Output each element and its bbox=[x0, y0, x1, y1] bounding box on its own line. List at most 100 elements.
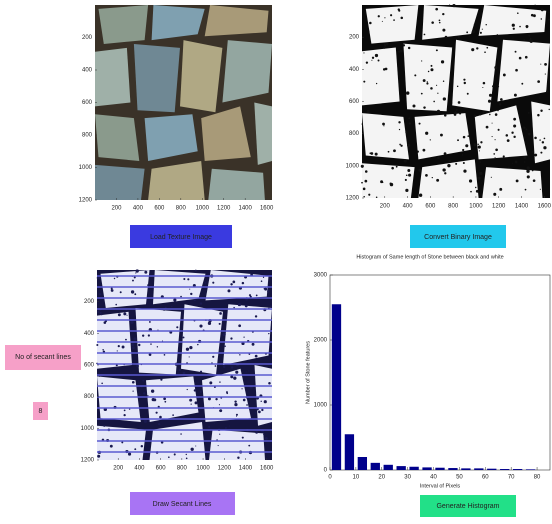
histogram-button[interactable]: Generate Histogram bbox=[420, 495, 516, 517]
y-tick-label: 2000 bbox=[314, 338, 328, 344]
stone bbox=[362, 48, 400, 106]
x-tick-label: 50 bbox=[456, 475, 463, 481]
convert-button[interactable]: Convert Binary Image bbox=[410, 225, 506, 248]
speckle bbox=[214, 423, 215, 424]
y-tick-label: 800 bbox=[82, 133, 93, 139]
speckle bbox=[372, 57, 374, 59]
speckle bbox=[390, 183, 393, 186]
speckle bbox=[194, 389, 196, 391]
secant-button[interactable]: Draw Secant Lines bbox=[130, 492, 235, 515]
speckle bbox=[483, 82, 486, 85]
speckle bbox=[548, 19, 550, 21]
speckle bbox=[498, 86, 499, 87]
bar bbox=[397, 466, 406, 470]
x-tick-label: 80 bbox=[534, 475, 541, 481]
speckle bbox=[148, 334, 150, 336]
speckle bbox=[528, 112, 530, 114]
speckle bbox=[491, 177, 492, 178]
speckle bbox=[458, 36, 460, 38]
speckle bbox=[361, 165, 364, 168]
speckle bbox=[515, 51, 517, 53]
speckle bbox=[261, 409, 263, 411]
speckle bbox=[469, 179, 472, 182]
speckle bbox=[138, 344, 140, 346]
speckle bbox=[476, 47, 478, 49]
speckle bbox=[519, 26, 521, 28]
speckle bbox=[99, 293, 101, 295]
speckle bbox=[404, 159, 407, 162]
speckle bbox=[470, 191, 472, 193]
speckle bbox=[409, 122, 411, 124]
speckle bbox=[218, 445, 219, 446]
speckle bbox=[444, 172, 446, 174]
speckle bbox=[513, 125, 516, 128]
speckle bbox=[103, 425, 105, 427]
speckle bbox=[426, 82, 428, 84]
input-value: 8 bbox=[39, 408, 43, 415]
speckle bbox=[515, 69, 518, 72]
speckle bbox=[365, 170, 368, 173]
speckle bbox=[542, 141, 544, 143]
stone bbox=[95, 114, 139, 161]
speckle bbox=[158, 423, 160, 425]
speckle bbox=[537, 114, 539, 116]
speckle bbox=[179, 369, 181, 371]
speckle bbox=[495, 148, 498, 151]
speckle bbox=[150, 343, 151, 344]
speckle bbox=[545, 73, 546, 74]
speckle bbox=[164, 354, 166, 356]
speckle bbox=[421, 5, 422, 6]
speckle bbox=[375, 153, 378, 156]
speckle bbox=[462, 154, 463, 155]
x-tick-label: 1600 bbox=[538, 204, 552, 210]
speckle bbox=[494, 66, 497, 69]
speckle bbox=[368, 31, 369, 32]
speckle bbox=[537, 80, 540, 83]
speckle bbox=[526, 27, 528, 29]
speckle bbox=[212, 282, 214, 284]
speckle bbox=[151, 389, 154, 392]
speckle bbox=[255, 315, 257, 317]
speckle bbox=[195, 401, 198, 404]
speckle bbox=[534, 137, 537, 140]
speckle bbox=[512, 24, 515, 27]
speckle bbox=[376, 197, 378, 199]
speckle bbox=[533, 14, 536, 17]
speckle bbox=[388, 151, 390, 153]
load-button[interactable]: Load Texture Image bbox=[130, 225, 232, 248]
speckle bbox=[466, 31, 468, 33]
speckle bbox=[474, 24, 475, 25]
speckle bbox=[488, 100, 491, 103]
speckle bbox=[403, 44, 405, 46]
speckle bbox=[258, 411, 261, 414]
speckle bbox=[499, 188, 502, 191]
speckle bbox=[442, 29, 445, 32]
bar bbox=[526, 469, 535, 470]
speckle bbox=[123, 414, 125, 416]
speckle bbox=[506, 134, 509, 137]
speckle bbox=[534, 154, 537, 157]
bar bbox=[474, 468, 483, 470]
speckle bbox=[362, 123, 364, 125]
speckle bbox=[96, 344, 98, 346]
bar bbox=[332, 304, 341, 470]
speckle bbox=[527, 175, 530, 178]
speckle bbox=[532, 151, 534, 153]
speckle bbox=[200, 371, 202, 373]
speckle bbox=[115, 304, 117, 306]
speckle bbox=[176, 326, 178, 328]
speckle bbox=[406, 91, 409, 94]
speckle bbox=[200, 271, 201, 272]
speckle bbox=[533, 179, 536, 182]
speckle bbox=[541, 18, 542, 19]
speckle bbox=[516, 179, 519, 182]
speckle bbox=[513, 28, 515, 30]
speckle bbox=[226, 391, 228, 393]
speckle bbox=[187, 389, 188, 390]
speckle bbox=[421, 93, 423, 95]
speckle bbox=[418, 169, 421, 172]
speckle bbox=[517, 12, 519, 14]
secant-input[interactable]: 8 bbox=[33, 402, 48, 420]
speckle bbox=[405, 131, 407, 133]
speckle bbox=[134, 448, 136, 450]
